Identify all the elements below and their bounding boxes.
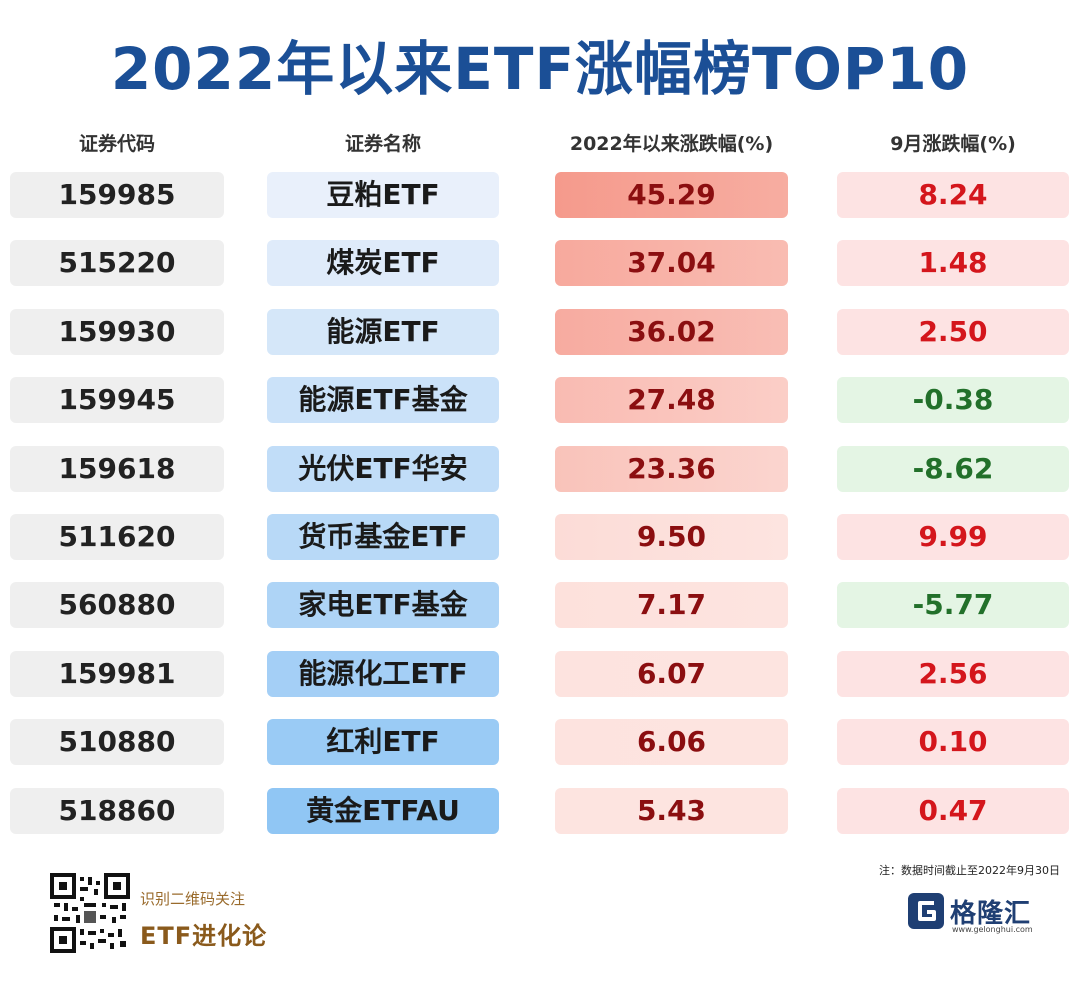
cell-name: 家电ETF基金 — [267, 582, 499, 628]
cell-name: 红利ETF — [267, 719, 499, 765]
cell-code: 159930 — [10, 309, 224, 355]
cell-name: 煤炭ETF — [267, 240, 499, 286]
header-code: 证券代码 — [78, 133, 155, 155]
cell-september-change: 1.48 — [837, 240, 1069, 286]
cell-code: 159981 — [10, 651, 224, 697]
cell-name: 能源ETF基金 — [267, 377, 499, 423]
header-name: 证券名称 — [344, 133, 421, 155]
cell-name: 豆粕ETF — [267, 172, 499, 218]
data-date-note: 注：数据时间截止至2022年9月30日 — [879, 864, 1060, 877]
cell-september-change: -8.62 — [837, 446, 1069, 492]
cell-code: 515220 — [10, 240, 224, 286]
cell-ytd-change: 9.50 — [555, 514, 788, 560]
cell-code: 159618 — [10, 446, 224, 492]
page-title: 2022年以来ETF涨幅榜TOP10 — [110, 35, 970, 103]
cell-ytd-change: 45.29 — [555, 172, 788, 218]
cell-code: 510880 — [10, 719, 224, 765]
cell-ytd-change: 27.48 — [555, 377, 788, 423]
header-september-change: 9月涨跌幅(%) — [890, 133, 1016, 155]
cell-ytd-change: 6.07 — [555, 651, 788, 697]
cell-september-change: 2.56 — [837, 651, 1069, 697]
cell-ytd-change: 36.02 — [555, 309, 788, 355]
cell-code: 159985 — [10, 172, 224, 218]
brand-name: ETF进化论 — [140, 922, 268, 950]
cell-code: 159945 — [10, 377, 224, 423]
cell-september-change: 2.50 — [837, 309, 1069, 355]
cell-name: 光伏ETF华安 — [267, 446, 499, 492]
cell-name: 能源化工ETF — [267, 651, 499, 697]
cell-ytd-change: 5.43 — [555, 788, 788, 834]
cell-name: 货币基金ETF — [267, 514, 499, 560]
cell-ytd-change: 6.06 — [555, 719, 788, 765]
cell-ytd-change: 7.17 — [555, 582, 788, 628]
cell-september-change: 9.99 — [837, 514, 1069, 560]
header-ytd-change: 2022年以来涨跌幅(%) — [569, 133, 774, 155]
gelonghui-logo-icon — [908, 893, 944, 929]
cell-code: 518860 — [10, 788, 224, 834]
cell-september-change: 8.24 — [837, 172, 1069, 218]
logo-url: www.gelonghui.com — [952, 925, 1033, 934]
cell-september-change: 0.47 — [837, 788, 1069, 834]
cell-september-change: -5.77 — [837, 582, 1069, 628]
cell-name: 能源ETF — [267, 309, 499, 355]
cell-ytd-change: 37.04 — [555, 240, 788, 286]
cell-code: 511620 — [10, 514, 224, 560]
cell-ytd-change: 23.36 — [555, 446, 788, 492]
cell-september-change: 0.10 — [837, 719, 1069, 765]
qr-caption: 识别二维码关注 — [140, 890, 246, 908]
cell-code: 560880 — [10, 582, 224, 628]
cell-september-change: -0.38 — [837, 377, 1069, 423]
logo-text: 格隆汇 — [950, 899, 1032, 929]
cell-name: 黄金ETFAU — [267, 788, 499, 834]
qr-code[interactable] — [50, 873, 130, 953]
